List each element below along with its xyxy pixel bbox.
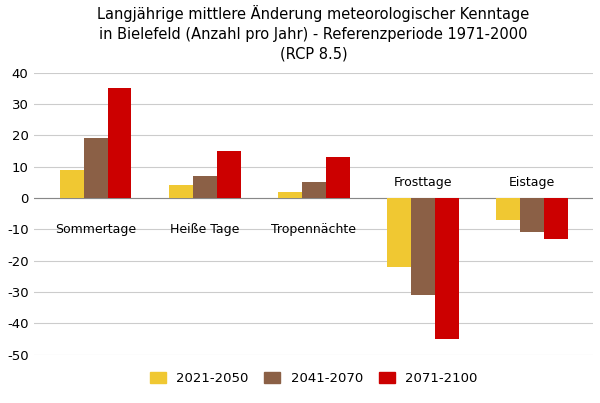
Legend: 2021-2050, 2041-2070, 2071-2100: 2021-2050, 2041-2070, 2071-2100 (145, 366, 483, 391)
Bar (193, 176, 217, 198)
Bar (217, 151, 241, 198)
Text: Tropennächte: Tropennächte (271, 223, 356, 236)
Text: Sommertage: Sommertage (55, 223, 136, 236)
Bar (520, 198, 544, 233)
Bar (302, 182, 326, 198)
Bar (496, 198, 520, 220)
Bar (278, 192, 302, 198)
Bar (169, 185, 193, 198)
Bar (107, 88, 131, 198)
Bar (326, 157, 350, 198)
Text: Heiße Tage: Heiße Tage (170, 223, 239, 236)
Text: Eistage: Eistage (509, 176, 555, 189)
Title: Langjährige mittlere Änderung meteorologischer Kenntage
in Bielefeld (Anzahl pro: Langjährige mittlere Änderung meteorolog… (97, 5, 530, 62)
Bar (83, 138, 107, 198)
Bar (410, 198, 434, 295)
Text: Frosttage: Frosttage (394, 176, 452, 189)
Bar (386, 198, 410, 267)
Bar (59, 170, 83, 198)
Bar (434, 198, 458, 339)
Bar (544, 198, 568, 239)
